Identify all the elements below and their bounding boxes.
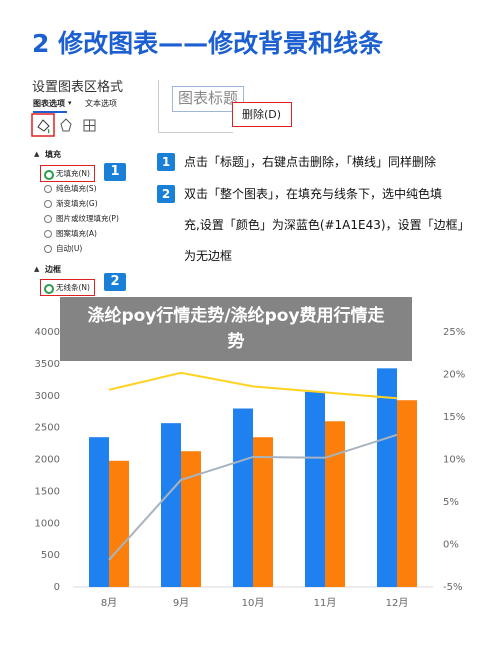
badge: 1	[157, 153, 175, 171]
step-text: 双击「整个图表」，在填充与线条下，选中纯色填	[184, 187, 443, 201]
divider	[158, 132, 233, 133]
icon-box	[31, 113, 55, 137]
step-text: 点击「标题」，右键点击删除，「横线」同样删除	[184, 155, 437, 169]
y-tick-label: 500	[41, 550, 60, 561]
x-tick-label: 8月	[101, 597, 117, 609]
radio-label[interactable]: 图片或纹理填充(P)	[56, 214, 119, 223]
y2-tick-label: -5%	[443, 582, 462, 593]
bar	[109, 460, 129, 587]
line	[108, 433, 398, 561]
x-tick-label: 9月	[173, 597, 189, 609]
highlight-box	[40, 279, 95, 296]
radio[interactable]	[44, 170, 54, 180]
badge: 2	[157, 185, 175, 203]
y2-tick-label: 15%	[443, 412, 465, 423]
chart-title-banner: 涤纶poy行情走势/涤纶poy费用行情走势	[60, 297, 412, 361]
radio-label[interactable]: 无线条(N)	[56, 283, 90, 292]
badge: 2	[104, 273, 126, 291]
y-tick-label: 4000	[35, 327, 60, 338]
y2-tick-label: 20%	[443, 370, 465, 381]
y-tick-label: 2000	[35, 455, 60, 466]
panel-icons	[31, 113, 96, 137]
effect-icon[interactable]	[60, 118, 72, 132]
bar	[397, 400, 417, 587]
bar	[161, 423, 181, 587]
radio-label[interactable]: 自动(U)	[56, 244, 83, 253]
line	[108, 371, 398, 400]
divider	[158, 80, 159, 132]
x-tick-label: 10月	[242, 597, 265, 609]
radio[interactable]	[44, 185, 52, 193]
y-tick-label: 2500	[35, 423, 60, 434]
highlight-box	[40, 165, 95, 182]
y-tick-label: 1000	[35, 518, 60, 529]
title-frame	[172, 86, 244, 112]
y-tick-label: 1500	[35, 486, 60, 497]
x-tick-label: 11月	[314, 597, 337, 609]
menu-item[interactable]: 删除(D)	[242, 108, 282, 121]
radio-label[interactable]: 图案填充(A)	[56, 229, 97, 238]
bar	[181, 451, 201, 587]
x-tick-label: 12月	[386, 597, 409, 609]
tab-underline	[33, 111, 67, 113]
page-title: 2 修改图表——修改背景和线条	[32, 29, 384, 58]
radio-label[interactable]: 无填充(N)	[56, 169, 90, 178]
step-text: 充,设置「颜色」为深蓝色(#1A1E43)，设置「边框」	[184, 218, 470, 232]
radio[interactable]	[44, 230, 52, 238]
tab[interactable]: 文本选项	[85, 99, 117, 108]
step-text: 为无边框	[184, 249, 233, 263]
y2-tick-label: 25%	[443, 327, 465, 338]
badge: 1	[104, 163, 126, 181]
collapse-arrow: ▲	[34, 265, 40, 273]
radio-label[interactable]: 纯色填充(S)	[56, 184, 97, 193]
bar	[233, 408, 253, 587]
bar	[89, 437, 109, 587]
y2-tick-label: 5%	[443, 497, 459, 508]
y2-tick-label: 0%	[443, 540, 459, 551]
y-tick-label: 3000	[35, 391, 60, 402]
fill-icon[interactable]	[37, 119, 50, 132]
bar	[377, 368, 397, 587]
radio[interactable]	[44, 284, 54, 294]
tab[interactable]: 图表选项	[33, 99, 65, 108]
bar	[305, 391, 325, 587]
radio-label[interactable]: 渐变填充(G)	[56, 199, 98, 208]
chart-title-mock[interactable]: 图表标题	[178, 89, 239, 107]
section-heading[interactable]: 边框	[45, 265, 61, 274]
context-menu	[232, 102, 292, 127]
tab-arrow: ▾	[68, 99, 72, 107]
bar	[253, 437, 273, 587]
chart-title: 涤纶poy行情走势/涤纶poy费用行情走势	[87, 306, 385, 352]
radio[interactable]	[44, 245, 52, 253]
y2-tick-label: 10%	[443, 455, 465, 466]
collapse-arrow: ▲	[34, 150, 40, 158]
section-heading[interactable]: 填充	[45, 150, 61, 159]
y-tick-label: 0	[54, 582, 60, 593]
bar	[325, 421, 345, 587]
fill-drop	[47, 128, 50, 134]
radio[interactable]	[44, 200, 52, 208]
panel-title: 设置图表区格式	[32, 80, 124, 95]
radio[interactable]	[44, 215, 52, 223]
y-tick-label: 3500	[35, 359, 60, 370]
